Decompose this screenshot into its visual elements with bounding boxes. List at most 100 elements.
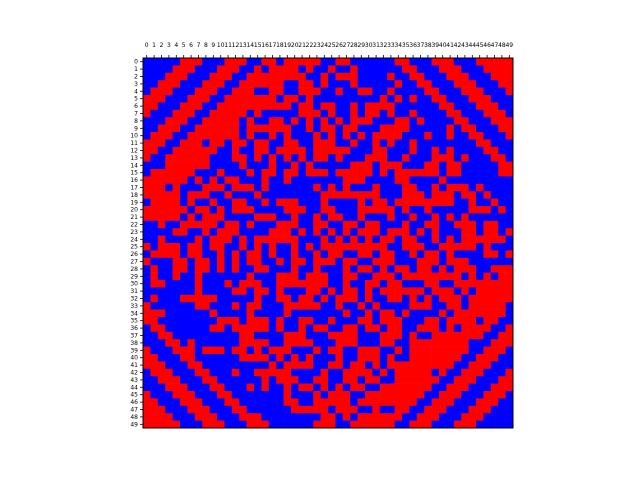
heatmap-cell: [483, 169, 492, 177]
heatmap-cell: [165, 354, 173, 362]
heatmap-cell: [357, 361, 366, 370]
heatmap-cell: [453, 87, 462, 96]
heatmap-cell: [157, 206, 166, 214]
heatmap-cell: [461, 280, 469, 288]
heatmap-cell: [172, 265, 181, 273]
heatmap-cell: [416, 139, 425, 148]
heatmap-cell: [357, 368, 366, 377]
heatmap-cell: [157, 139, 166, 148]
heatmap-cell: [453, 339, 462, 347]
heatmap-cell: [298, 191, 307, 199]
heatmap-cell: [372, 132, 381, 140]
heatmap-cell: [468, 124, 477, 133]
heatmap-cell: [387, 413, 395, 421]
heatmap-cell: [335, 265, 344, 273]
heatmap-cell: [187, 132, 196, 140]
heatmap-cell: [416, 206, 425, 214]
heatmap-cell: [298, 139, 307, 148]
heatmap-cell: [350, 183, 358, 192]
heatmap-cell: [283, 213, 292, 222]
heatmap-cell: [246, 324, 255, 333]
heatmap-cell: [439, 272, 447, 281]
heatmap-cell: [209, 169, 218, 177]
heatmap-cell: [446, 154, 455, 162]
heatmap-cell: [357, 87, 366, 96]
heatmap-cell: [505, 161, 514, 170]
heatmap-cell: [239, 183, 247, 192]
heatmap-cell: [320, 109, 329, 118]
y-tick-label: 10: [130, 133, 138, 140]
heatmap-cell: [254, 206, 262, 214]
heatmap-cell: [357, 161, 366, 170]
heatmap-cell: [291, 265, 299, 273]
heatmap-cell: [217, 220, 225, 229]
heatmap-cell: [416, 420, 425, 429]
heatmap-cell: [157, 398, 166, 407]
heatmap-cell: [505, 198, 514, 207]
heatmap-cell: [180, 169, 188, 177]
heatmap-cell: [379, 383, 388, 392]
heatmap-cell: [313, 228, 321, 236]
heatmap-cell: [143, 169, 151, 177]
heatmap-cell: [172, 398, 181, 407]
heatmap-cell: [143, 368, 151, 377]
heatmap-cell: [172, 102, 181, 111]
heatmap-cell: [446, 302, 455, 310]
heatmap-cell: [350, 65, 358, 74]
heatmap-cell: [350, 324, 358, 333]
heatmap-cell: [298, 183, 307, 192]
heatmap-cell: [402, 109, 410, 118]
heatmap-cell: [476, 117, 484, 125]
heatmap-cell: [268, 235, 277, 244]
heatmap-cell: [379, 58, 388, 66]
heatmap-cell: [328, 124, 336, 133]
heatmap-cell: [498, 183, 506, 192]
heatmap-cell: [402, 220, 410, 229]
heatmap-cell: [172, 383, 181, 392]
heatmap-cell: [320, 317, 329, 325]
heatmap-cell: [224, 250, 233, 259]
heatmap-cell: [490, 206, 499, 214]
x-tick-label: 9: [211, 42, 215, 49]
heatmap-cell: [424, 420, 432, 429]
heatmap-cell: [365, 235, 373, 244]
heatmap-cell: [291, 361, 299, 370]
heatmap-cell: [143, 80, 151, 88]
heatmap-cell: [217, 302, 225, 310]
heatmap-cell: [320, 420, 329, 429]
heatmap-cell: [372, 146, 381, 155]
heatmap-cell: [254, 161, 262, 170]
heatmap-cell: [402, 198, 410, 207]
heatmap-cell: [453, 265, 462, 273]
heatmap-cell: [313, 146, 321, 155]
heatmap-cell: [387, 235, 395, 244]
heatmap-cell: [342, 220, 351, 229]
heatmap-cell: [202, 198, 210, 207]
heatmap-cell: [283, 235, 292, 244]
heatmap-cell: [453, 95, 462, 103]
heatmap-cell: [328, 228, 336, 236]
x-tick-label: 16: [261, 42, 269, 49]
heatmap-cell: [298, 413, 307, 421]
heatmap-cell: [483, 161, 492, 170]
heatmap-cell: [490, 383, 499, 392]
heatmap-cell: [150, 354, 159, 362]
heatmap-cell: [298, 176, 307, 185]
heatmap-cell: [187, 346, 196, 355]
heatmap-cell: [468, 368, 477, 377]
heatmap-cell: [365, 176, 373, 185]
heatmap-cell: [157, 376, 166, 384]
heatmap-cell: [453, 376, 462, 384]
heatmap-cell: [320, 265, 329, 273]
heatmap-cell: [187, 420, 196, 429]
heatmap-cell: [424, 339, 432, 347]
heatmap-cell: [172, 376, 181, 384]
heatmap-cell: [276, 228, 284, 236]
heatmap-cell: [402, 331, 410, 340]
heatmap-cell: [194, 272, 203, 281]
heatmap-cell: [476, 280, 484, 288]
heatmap-cell: [424, 257, 432, 266]
heatmap-cell: [446, 169, 455, 177]
heatmap-cell: [239, 391, 247, 399]
heatmap-cell: [431, 220, 440, 229]
